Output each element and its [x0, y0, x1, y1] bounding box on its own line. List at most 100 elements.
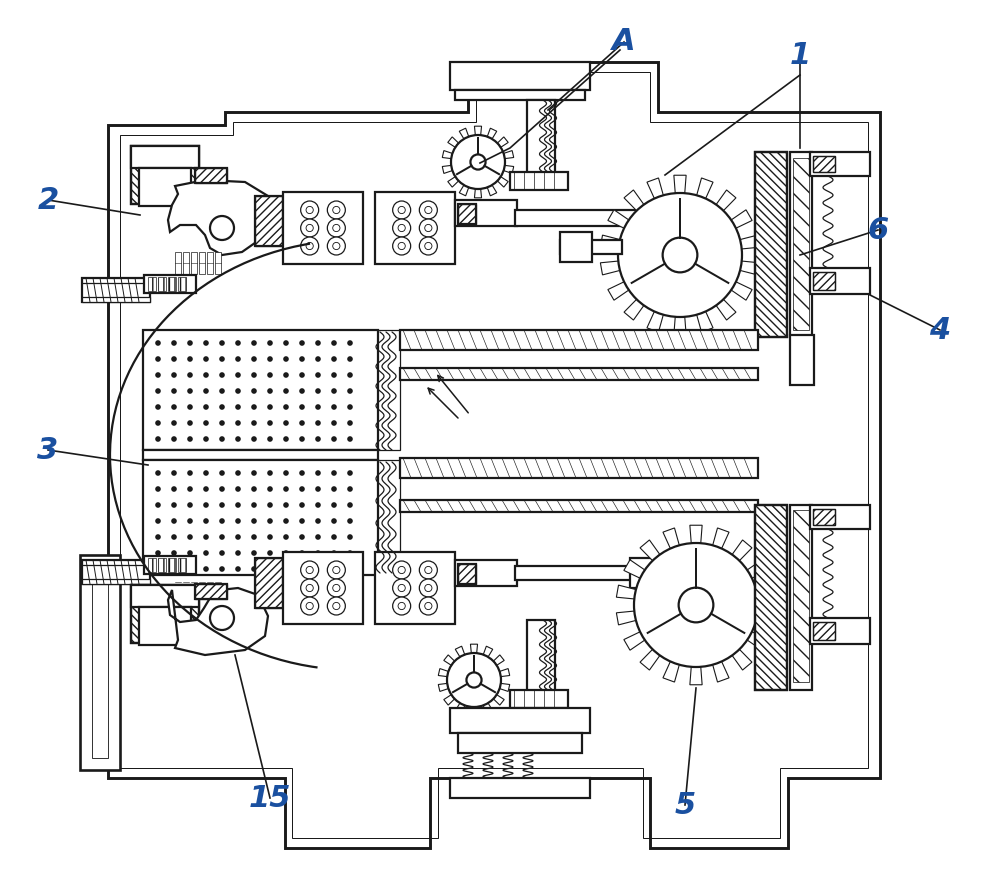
Bar: [450, 778, 590, 798]
Circle shape: [171, 356, 177, 361]
Polygon shape: [663, 528, 679, 549]
Polygon shape: [697, 178, 713, 199]
Bar: [813, 622, 835, 640]
Circle shape: [171, 372, 177, 378]
Circle shape: [251, 518, 257, 523]
Circle shape: [155, 550, 161, 556]
Polygon shape: [168, 180, 272, 255]
Circle shape: [398, 566, 405, 574]
Bar: [400, 330, 758, 350]
Circle shape: [251, 356, 257, 361]
Circle shape: [219, 404, 225, 409]
Polygon shape: [470, 645, 478, 653]
Circle shape: [315, 404, 321, 409]
Circle shape: [235, 372, 241, 378]
Bar: [144, 275, 196, 293]
Bar: [82, 278, 150, 302]
Circle shape: [203, 372, 209, 378]
Circle shape: [306, 206, 313, 213]
Polygon shape: [497, 137, 508, 147]
Polygon shape: [483, 703, 493, 714]
Bar: [82, 278, 150, 283]
Circle shape: [299, 534, 305, 540]
Circle shape: [333, 603, 340, 610]
Bar: [92, 567, 108, 758]
Circle shape: [187, 566, 193, 571]
Circle shape: [306, 603, 313, 610]
Circle shape: [203, 503, 209, 508]
Circle shape: [447, 653, 501, 707]
Circle shape: [299, 566, 305, 571]
Circle shape: [327, 561, 345, 579]
Circle shape: [203, 534, 209, 540]
Circle shape: [155, 518, 161, 523]
Circle shape: [301, 561, 319, 579]
Bar: [755, 505, 787, 690]
Bar: [131, 146, 199, 204]
Bar: [793, 158, 809, 330]
Bar: [813, 272, 835, 290]
Polygon shape: [504, 151, 514, 159]
Circle shape: [347, 486, 353, 492]
Circle shape: [267, 436, 273, 442]
Polygon shape: [732, 540, 752, 561]
Circle shape: [171, 341, 177, 346]
Circle shape: [210, 606, 234, 630]
Bar: [793, 510, 809, 682]
Bar: [810, 618, 870, 644]
Circle shape: [299, 486, 305, 492]
Circle shape: [235, 550, 241, 556]
Circle shape: [251, 486, 257, 492]
Bar: [515, 566, 635, 580]
Polygon shape: [459, 185, 469, 196]
Circle shape: [155, 470, 161, 476]
Bar: [450, 708, 590, 733]
Circle shape: [331, 420, 337, 426]
Circle shape: [283, 436, 289, 442]
Polygon shape: [500, 684, 510, 692]
Circle shape: [331, 470, 337, 476]
Bar: [400, 368, 758, 380]
Circle shape: [235, 356, 241, 361]
Circle shape: [171, 518, 177, 523]
Circle shape: [333, 584, 340, 591]
Text: 4: 4: [929, 315, 951, 345]
Polygon shape: [108, 62, 880, 848]
Bar: [458, 564, 476, 584]
Circle shape: [155, 566, 161, 571]
Polygon shape: [690, 667, 702, 685]
Bar: [450, 62, 590, 90]
Circle shape: [327, 219, 345, 237]
Polygon shape: [616, 585, 636, 599]
Circle shape: [331, 404, 337, 409]
Circle shape: [347, 550, 353, 556]
Circle shape: [219, 436, 225, 442]
Circle shape: [393, 237, 411, 255]
Text: 1: 1: [789, 40, 811, 70]
Circle shape: [347, 356, 353, 361]
Circle shape: [267, 404, 273, 409]
Circle shape: [425, 584, 432, 591]
Bar: [178, 558, 186, 572]
Circle shape: [301, 219, 319, 237]
Bar: [790, 505, 812, 690]
Circle shape: [203, 566, 209, 571]
Circle shape: [347, 420, 353, 426]
Circle shape: [425, 566, 432, 574]
Polygon shape: [444, 655, 455, 665]
Circle shape: [333, 566, 340, 574]
Polygon shape: [616, 611, 636, 625]
Polygon shape: [608, 282, 629, 300]
Circle shape: [331, 518, 337, 523]
Polygon shape: [690, 525, 702, 544]
Text: 3: 3: [37, 436, 59, 464]
Polygon shape: [713, 528, 729, 549]
Circle shape: [219, 341, 225, 346]
Bar: [790, 335, 814, 385]
Circle shape: [398, 206, 405, 213]
Circle shape: [425, 242, 432, 250]
Circle shape: [283, 534, 289, 540]
Polygon shape: [455, 646, 465, 657]
Polygon shape: [442, 165, 452, 173]
Polygon shape: [747, 560, 768, 578]
